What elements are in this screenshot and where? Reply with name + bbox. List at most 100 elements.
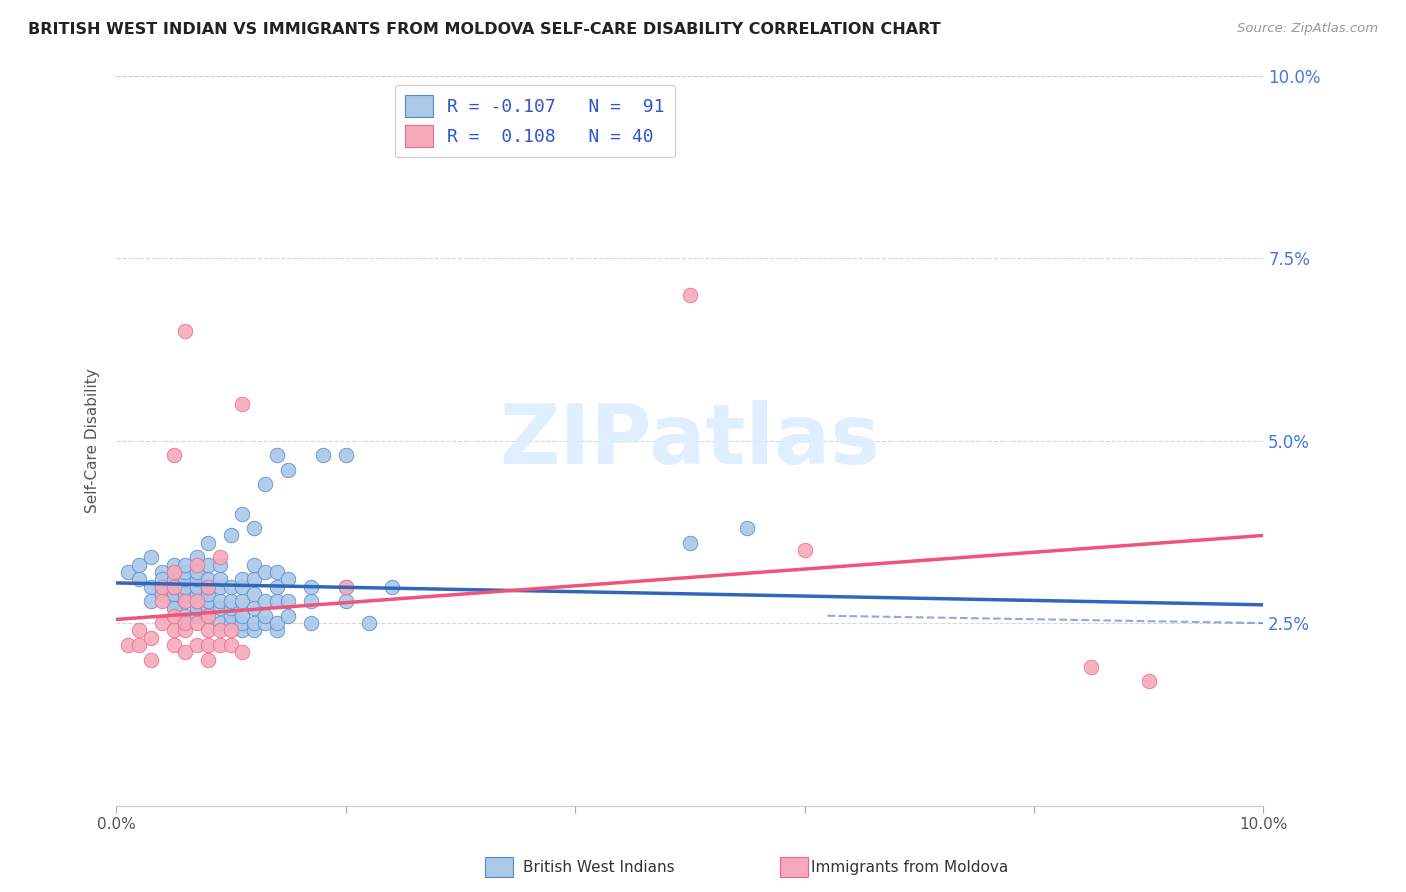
Point — [208, 572, 231, 586]
Point — [139, 652, 162, 666]
Point — [162, 448, 184, 462]
Point — [197, 535, 219, 549]
Point — [128, 638, 150, 652]
Point — [243, 558, 266, 572]
Point — [231, 397, 253, 411]
Point — [266, 616, 288, 631]
Point — [266, 624, 288, 638]
Point — [266, 448, 288, 462]
Point — [139, 550, 162, 565]
Point — [174, 580, 197, 594]
Point — [117, 638, 139, 652]
Point — [254, 477, 277, 491]
Point — [266, 594, 288, 608]
Point — [231, 572, 253, 586]
Point — [254, 565, 277, 579]
Point — [162, 624, 184, 638]
Point — [254, 616, 277, 631]
Point — [162, 558, 184, 572]
Point — [312, 448, 335, 462]
Point — [174, 587, 197, 601]
Point — [219, 616, 242, 631]
Point — [243, 616, 266, 631]
Point — [266, 565, 288, 579]
Legend: R = -0.107   N =  91, R =  0.108   N = 40: R = -0.107 N = 91, R = 0.108 N = 40 — [395, 85, 675, 158]
Point — [277, 594, 299, 608]
Point — [277, 608, 299, 623]
Point — [186, 550, 208, 565]
Point — [186, 594, 208, 608]
Point — [117, 565, 139, 579]
Point — [174, 616, 197, 631]
Point — [219, 594, 242, 608]
Point — [243, 601, 266, 615]
Point — [380, 580, 402, 594]
Point — [186, 558, 208, 572]
Point — [174, 565, 197, 579]
Point — [162, 565, 184, 579]
Text: British West Indians: British West Indians — [523, 860, 675, 874]
Point — [186, 594, 208, 608]
Text: ZIPatlas: ZIPatlas — [499, 400, 880, 481]
Point — [197, 638, 219, 652]
Point — [219, 580, 242, 594]
Text: BRITISH WEST INDIAN VS IMMIGRANTS FROM MOLDOVA SELF-CARE DISABILITY CORRELATION : BRITISH WEST INDIAN VS IMMIGRANTS FROM M… — [28, 22, 941, 37]
Point — [231, 616, 253, 631]
Point — [128, 558, 150, 572]
Point — [162, 580, 184, 594]
Point — [335, 448, 357, 462]
Point — [231, 507, 253, 521]
Point — [219, 624, 242, 638]
Point — [128, 572, 150, 586]
Point — [150, 572, 173, 586]
Point — [231, 645, 253, 659]
Point — [231, 608, 253, 623]
Point — [186, 638, 208, 652]
Point — [679, 535, 702, 549]
Point — [208, 616, 231, 631]
Point — [174, 572, 197, 586]
Point — [208, 638, 231, 652]
Point — [174, 608, 197, 623]
Point — [208, 594, 231, 608]
Point — [197, 580, 219, 594]
Point — [150, 580, 173, 594]
Point — [219, 601, 242, 615]
Point — [243, 624, 266, 638]
Point — [335, 580, 357, 594]
Point — [197, 601, 219, 615]
Point — [186, 616, 208, 631]
Point — [208, 601, 231, 615]
Point — [197, 558, 219, 572]
Point — [335, 594, 357, 608]
Text: Source: ZipAtlas.com: Source: ZipAtlas.com — [1237, 22, 1378, 36]
Point — [174, 324, 197, 338]
Point — [243, 587, 266, 601]
Point — [186, 601, 208, 615]
Point — [219, 528, 242, 542]
Point — [793, 543, 815, 558]
Point — [735, 521, 758, 535]
Point — [162, 580, 184, 594]
Y-axis label: Self-Care Disability: Self-Care Disability — [86, 368, 100, 513]
Point — [197, 624, 219, 638]
Point — [150, 580, 173, 594]
Point — [299, 594, 322, 608]
Point — [174, 594, 197, 608]
Point — [186, 580, 208, 594]
Point — [162, 572, 184, 586]
Point — [139, 594, 162, 608]
Point — [162, 587, 184, 601]
Point — [150, 616, 173, 631]
Point — [254, 608, 277, 623]
Point — [1137, 674, 1160, 689]
Point — [162, 601, 184, 615]
Point — [186, 608, 208, 623]
Point — [150, 587, 173, 601]
Point — [162, 608, 184, 623]
Point — [208, 550, 231, 565]
Point — [197, 608, 219, 623]
Point — [162, 638, 184, 652]
Point — [197, 587, 219, 601]
Point — [219, 608, 242, 623]
